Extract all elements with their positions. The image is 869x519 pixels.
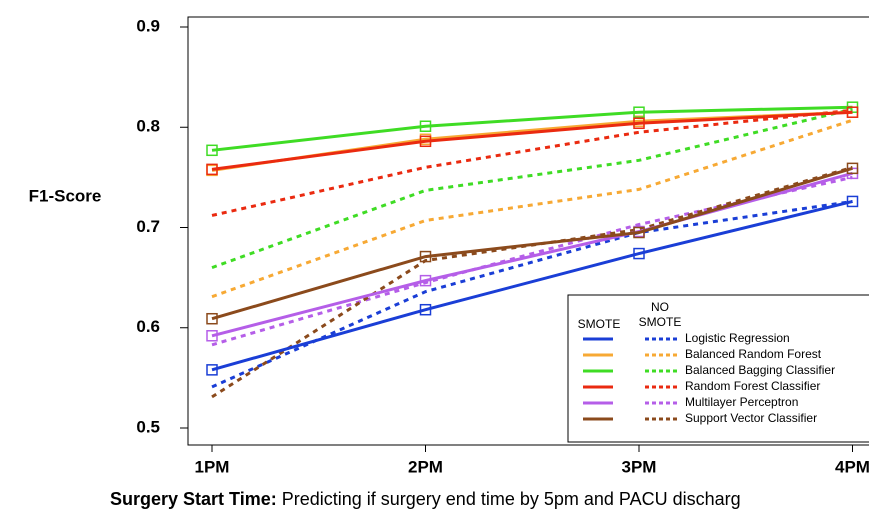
point-marker: [419, 303, 432, 316]
caption-text: Predicting if surgery end time by 5pm an…: [282, 489, 741, 509]
y-tick-label: 0.8: [136, 117, 160, 136]
point-marker: [206, 364, 218, 376]
x-tick-label: 2PM: [408, 457, 443, 476]
smote-line: [211, 166, 853, 321]
caption-label: Surgery Start Time:: [110, 489, 277, 509]
point-marker: [206, 312, 218, 325]
point-marker: [419, 120, 432, 132]
smote-line: [211, 110, 853, 171]
smote-line: [211, 199, 853, 372]
legend-label: Balanced Random Forest: [685, 347, 822, 361]
point-marker: [419, 250, 432, 263]
point-marker: [419, 135, 432, 148]
no-smote-line: [211, 118, 853, 299]
caption: Surgery Start Time: Predicting if surgery…: [110, 489, 741, 509]
point-marker: [633, 117, 645, 129]
y-axis-label: F1-Score: [29, 186, 102, 205]
no-smote-line: [211, 107, 853, 270]
no-smote-line: [211, 199, 853, 389]
point-marker: [419, 274, 432, 287]
legend-header: NO: [651, 300, 669, 314]
legend-label: Support Vector Classifier: [685, 411, 817, 425]
legend-box: [567, 294, 869, 443]
point-marker: [206, 163, 218, 176]
plot-frame: [187, 16, 869, 446]
legend-header: SMOTE: [578, 317, 621, 331]
point-marker: [633, 226, 645, 239]
legend-label: Logistic Regression: [685, 331, 790, 345]
point-marker: [633, 106, 645, 118]
legend-label: Balanced Bagging Classifier: [685, 363, 835, 377]
point-marker: [846, 106, 859, 118]
point-marker: [846, 162, 859, 175]
legend-label: Random Forest Classifier: [685, 379, 820, 393]
x-tick-label: 3PM: [622, 457, 657, 476]
smote-line: [211, 171, 853, 338]
smote-line: [211, 105, 853, 152]
legend-header: SMOTE: [639, 315, 682, 329]
point-marker: [846, 195, 859, 208]
y-tick-label: 0.7: [136, 217, 160, 236]
y-tick-label: 0.9: [136, 16, 160, 35]
point-marker: [206, 330, 218, 342]
x-tick-label: 1PM: [195, 457, 230, 476]
point-marker: [206, 144, 218, 157]
plot: 0.5 0.6 0.7 0.8 0.9 1PM 2PM 3PM 4PM: [136, 16, 869, 476]
x-tick-label: 4PM: [835, 457, 869, 476]
legend-label: Multilayer Perceptron: [685, 395, 798, 409]
y-tick-label: 0.5: [136, 417, 160, 436]
y-tick-label: 0.6: [136, 317, 160, 336]
point-marker: [633, 247, 645, 260]
no-smote-line: [211, 108, 853, 217]
